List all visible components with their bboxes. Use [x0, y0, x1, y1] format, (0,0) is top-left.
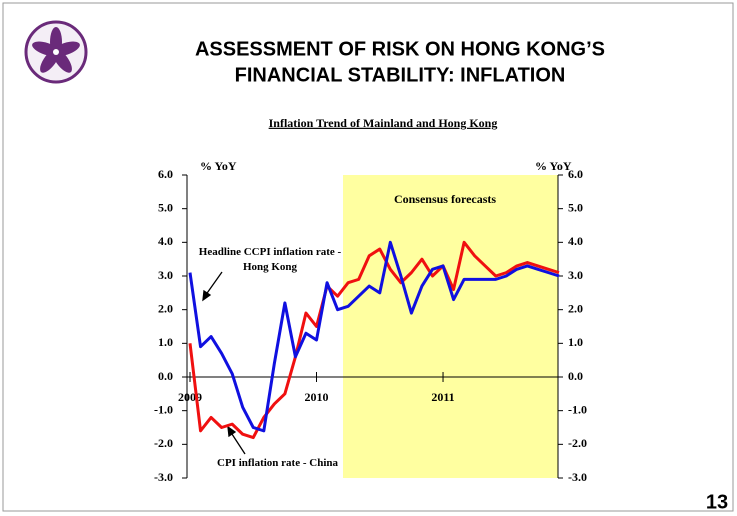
logo	[24, 20, 88, 84]
y2-tick-label: 4.0	[568, 234, 583, 248]
x-tick-label: 2010	[305, 390, 329, 404]
y2-tick-label: 0.0	[568, 369, 583, 383]
y2-tick-label: 5.0	[568, 200, 583, 214]
y-tick-label: 4.0	[158, 234, 173, 248]
y2-axis-label: % YoY	[535, 159, 572, 173]
y-tick-label: -3.0	[154, 470, 173, 484]
y-tick-label: 1.0	[158, 335, 173, 349]
series-annotation: CPI inflation rate - China	[217, 457, 338, 469]
y-tick-label: 6.0	[158, 167, 173, 181]
y2-tick-label: 6.0	[568, 167, 583, 181]
y-tick-label: -2.0	[154, 436, 173, 450]
y-tick-label: 2.0	[158, 301, 173, 315]
page-number: 13	[706, 491, 728, 513]
chart-title: Inflation Trend of Mainland and Hong Kon…	[269, 116, 498, 130]
y-tick-label: 0.0	[158, 369, 173, 383]
y2-tick-label: 1.0	[568, 335, 583, 349]
y2-tick-label: -3.0	[568, 470, 587, 484]
y2-tick-label: -2.0	[568, 436, 587, 450]
y-tick-label: 3.0	[158, 268, 173, 282]
forecast-region	[343, 175, 558, 478]
series-annotation: Headline CCPI inflation rate - Hong Kong	[198, 246, 342, 273]
y2-tick-label: 2.0	[568, 301, 583, 315]
x-tick-label: 2011	[431, 390, 454, 404]
title-line: FINANCIAL STABILITY: INFLATION	[235, 64, 566, 86]
title-line: ASSESSMENT OF RISK ON HONG KONG’S	[195, 38, 605, 60]
y2-tick-label: -1.0	[568, 402, 587, 416]
y-axis-label: % YoY	[200, 159, 237, 173]
annotation: Consensus forecasts	[394, 192, 496, 206]
series-line	[188, 240, 560, 433]
arrows	[202, 271, 246, 455]
y-tick-label: 5.0	[158, 200, 173, 214]
series-line	[188, 240, 560, 440]
y2-tick-label: 3.0	[568, 268, 583, 282]
y-tick-label: -1.0	[154, 402, 173, 416]
